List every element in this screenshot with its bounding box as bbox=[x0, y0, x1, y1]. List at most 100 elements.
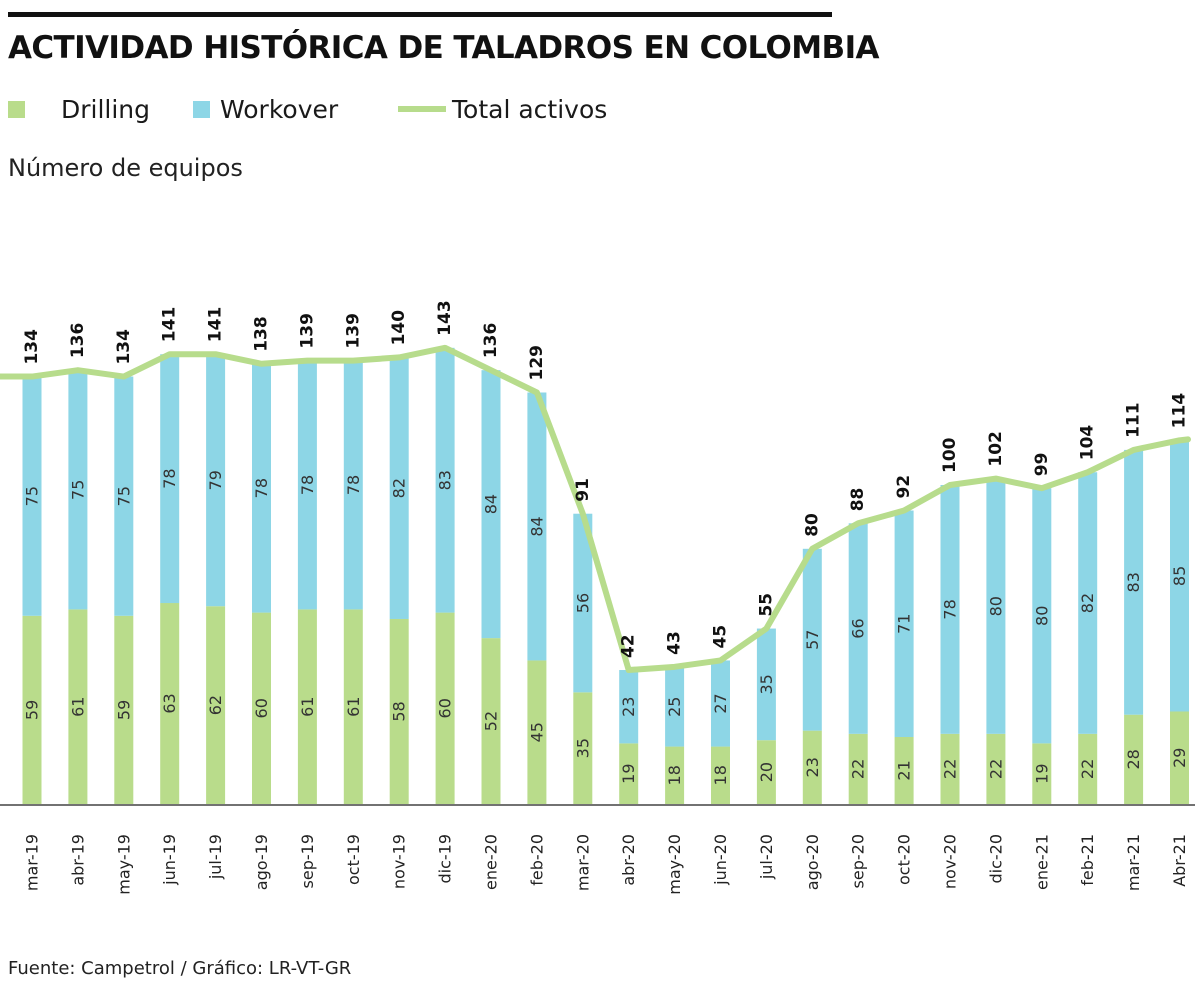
data-label-drilling: 58 bbox=[390, 701, 409, 721]
total-line-swatch bbox=[398, 106, 446, 112]
data-label-workover: 82 bbox=[1078, 593, 1097, 613]
bar-workover bbox=[435, 347, 455, 613]
x-tick-label: feb-20 bbox=[527, 834, 546, 886]
bar-drilling bbox=[802, 730, 822, 804]
legend: Drilling Workover Total activos bbox=[0, 92, 700, 126]
x-tick-label: sep-19 bbox=[298, 834, 317, 888]
bar-workover bbox=[665, 666, 685, 747]
data-label-workover: 78 bbox=[252, 478, 271, 498]
bar-drilling bbox=[1170, 711, 1189, 804]
bar-drilling bbox=[481, 638, 501, 804]
data-label-workover: 75 bbox=[68, 480, 87, 500]
bar-drilling bbox=[206, 606, 226, 804]
bar-workover bbox=[711, 660, 730, 747]
data-label-drilling: 22 bbox=[849, 759, 868, 779]
data-label-total: 139 bbox=[297, 313, 317, 349]
bar-drilling bbox=[22, 615, 42, 804]
data-label-workover: 82 bbox=[390, 478, 409, 498]
bar-drilling bbox=[986, 733, 1006, 804]
data-label-total: 102 bbox=[986, 431, 1006, 467]
data-label-workover: 84 bbox=[527, 516, 546, 536]
bar-drilling bbox=[894, 737, 914, 804]
data-label-workover: 57 bbox=[803, 630, 822, 650]
bar-workover bbox=[481, 370, 501, 639]
legend-label-drilling: Drilling bbox=[61, 94, 151, 124]
data-label-total: 141 bbox=[160, 307, 180, 343]
bar-workover bbox=[894, 510, 914, 738]
data-label-total: 134 bbox=[22, 329, 42, 365]
data-label-workover: 83 bbox=[1124, 572, 1143, 592]
bar-drilling bbox=[619, 743, 639, 804]
data-label-workover: 35 bbox=[757, 674, 776, 694]
bar-drilling bbox=[573, 692, 593, 804]
data-label-workover: 75 bbox=[114, 486, 133, 506]
data-label-drilling: 18 bbox=[665, 765, 684, 785]
data-label-total: 111 bbox=[1124, 402, 1144, 438]
bar-drilling bbox=[435, 612, 455, 804]
x-tick-label: nov-20 bbox=[941, 834, 960, 889]
data-label-workover: 85 bbox=[1170, 566, 1189, 586]
x-tick-label: may-20 bbox=[665, 834, 684, 895]
data-label-workover: 79 bbox=[206, 470, 225, 490]
data-label-drilling: 45 bbox=[527, 722, 546, 742]
drilling-swatch bbox=[8, 100, 25, 118]
x-tick-label: dic-20 bbox=[986, 834, 1005, 884]
data-label-workover: 23 bbox=[619, 697, 638, 717]
bar-workover bbox=[114, 376, 134, 616]
data-label-drilling: 60 bbox=[436, 698, 455, 718]
x-tick-label: jun-19 bbox=[160, 834, 179, 886]
source-note: Fuente: Campetrol / Gráfico: LR-VT-GR bbox=[8, 958, 352, 979]
chart-title: ACTIVIDAD HISTÓRICA DE TALADROS EN COLOM… bbox=[8, 30, 880, 66]
data-label-workover: 80 bbox=[986, 596, 1005, 616]
data-label-drilling: 20 bbox=[757, 762, 776, 782]
data-label-workover: 78 bbox=[941, 599, 960, 619]
data-label-drilling: 22 bbox=[1078, 759, 1097, 779]
x-tick-label: ene-21 bbox=[1032, 834, 1051, 890]
bar-drilling bbox=[848, 733, 868, 804]
data-label-drilling: 52 bbox=[482, 711, 501, 731]
x-tick-label: sep-20 bbox=[849, 834, 868, 888]
data-label-drilling: 18 bbox=[711, 765, 730, 785]
x-tick-label: mar-19 bbox=[23, 834, 42, 891]
x-tick-label: jul-20 bbox=[757, 834, 776, 880]
data-label-drilling: 61 bbox=[298, 697, 317, 717]
bar-drilling bbox=[68, 609, 88, 804]
data-label-total: 140 bbox=[389, 310, 409, 346]
labels-group: 59 75 134 mar-19 61 75 136 abr-19 59 75 134 may-19 6… bbox=[22, 300, 1190, 894]
bar-workover bbox=[389, 357, 409, 619]
data-label-drilling: 23 bbox=[803, 757, 822, 777]
bar-drilling bbox=[1124, 714, 1144, 804]
data-label-workover: 83 bbox=[436, 470, 455, 490]
data-label-drilling: 22 bbox=[941, 759, 960, 779]
data-label-workover: 27 bbox=[711, 693, 730, 713]
data-label-total: 55 bbox=[756, 593, 776, 617]
legend-item-total: Total activos bbox=[398, 92, 607, 126]
bars-group bbox=[22, 347, 1189, 804]
bar-workover bbox=[1078, 472, 1098, 734]
data-label-total: 104 bbox=[1078, 425, 1098, 461]
data-label-total: 99 bbox=[1032, 453, 1052, 477]
bar-drilling bbox=[297, 609, 317, 804]
legend-item-drilling: Drilling bbox=[8, 92, 150, 126]
x-tick-label: jun-20 bbox=[711, 834, 730, 886]
bar-workover bbox=[756, 628, 776, 741]
bar-drilling bbox=[527, 660, 547, 804]
data-label-total: 141 bbox=[206, 307, 226, 343]
data-label-total: 43 bbox=[665, 631, 685, 655]
bar-workover bbox=[848, 523, 868, 734]
x-tick-label: Abr-21 bbox=[1170, 834, 1189, 887]
bar-workover bbox=[22, 376, 42, 616]
data-label-total: 114 bbox=[1170, 393, 1190, 429]
data-label-total: 80 bbox=[802, 513, 822, 537]
data-label-workover: 25 bbox=[665, 697, 684, 717]
bar-drilling bbox=[1032, 743, 1052, 804]
data-label-drilling: 59 bbox=[23, 700, 42, 720]
x-tick-label: mar-21 bbox=[1124, 834, 1143, 891]
data-label-workover: 78 bbox=[298, 475, 317, 495]
data-label-drilling: 28 bbox=[1124, 749, 1143, 769]
bar-drilling bbox=[389, 618, 409, 804]
bar-drilling bbox=[756, 740, 776, 804]
bar-workover bbox=[206, 354, 226, 607]
data-label-workover: 78 bbox=[344, 475, 363, 495]
